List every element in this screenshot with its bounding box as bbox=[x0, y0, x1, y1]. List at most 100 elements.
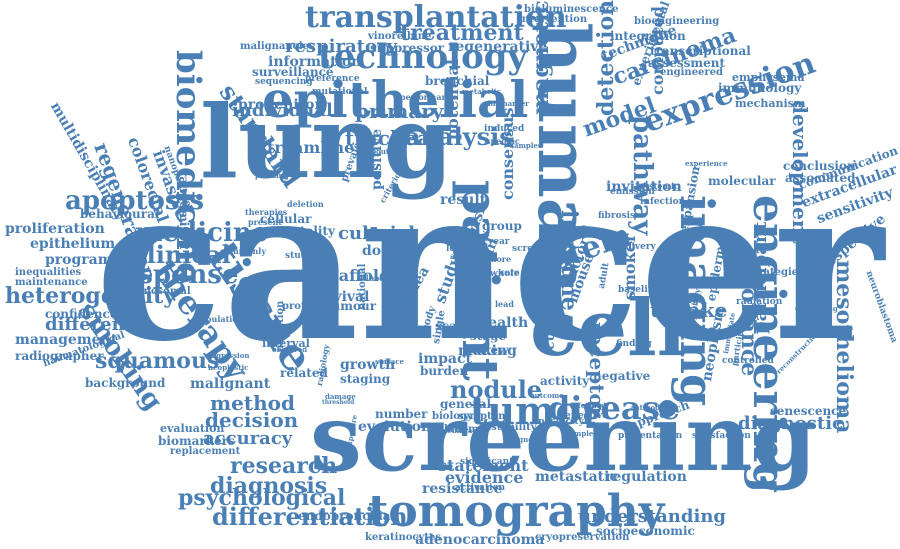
word-protein: protein bbox=[282, 301, 323, 312]
word-response: response bbox=[108, 260, 239, 290]
word-data: data bbox=[463, 319, 493, 333]
word-background: background bbox=[85, 376, 166, 390]
word-conclusion: conclusion bbox=[783, 159, 856, 173]
word-metabolic: metabolic bbox=[462, 87, 501, 96]
word-individual: individual bbox=[232, 100, 333, 121]
word-associated: associated bbox=[785, 171, 856, 185]
word-screen: screen bbox=[512, 244, 546, 254]
word-medicine: medicine bbox=[135, 218, 269, 248]
word-adenocarcinoma: adenocarcinoma bbox=[415, 532, 545, 548]
word-sampling: sampling bbox=[652, 296, 699, 306]
word-year: year bbox=[488, 237, 510, 247]
word-support: support bbox=[290, 266, 325, 276]
word-melanoma: melanoma bbox=[427, 424, 486, 435]
word-information: information bbox=[268, 54, 362, 70]
word-culture: culture bbox=[338, 223, 412, 244]
word-epithelial: epithelial bbox=[262, 70, 529, 129]
word-review: review bbox=[465, 343, 509, 357]
word-lung: lung bbox=[200, 83, 454, 201]
word-biology: biology bbox=[432, 411, 473, 422]
word-emission: emission bbox=[610, 187, 655, 197]
word-emphysema: emphysema bbox=[732, 71, 805, 84]
word-vinorelbine: vinorelbine bbox=[368, 31, 432, 42]
word-therapies: therapies bbox=[245, 207, 288, 217]
word-more: more bbox=[488, 254, 512, 264]
word-streamline: streamline bbox=[258, 138, 355, 157]
word-membrane: membrane bbox=[440, 426, 482, 435]
word-biomarkers: biomarkers bbox=[158, 434, 235, 448]
word-diagnosis: diagnosis bbox=[210, 473, 328, 499]
word-socioeconomic: socioeconomic bbox=[596, 524, 695, 538]
word-dose: dose bbox=[362, 243, 398, 259]
word-scaffold: scaffold bbox=[320, 266, 391, 285]
word-malignant: malignant bbox=[190, 376, 271, 392]
word-evolution: evolution bbox=[358, 419, 432, 435]
word-differentiation: differentiation bbox=[212, 502, 408, 531]
word-present: present bbox=[248, 217, 283, 227]
word-statement: statement bbox=[438, 456, 529, 475]
word-respiratory: respiratory bbox=[285, 36, 397, 57]
word-related: related bbox=[280, 366, 328, 380]
word-general: general bbox=[440, 397, 492, 411]
word-neoplastic: neoplastic bbox=[208, 363, 249, 372]
word-sample: sample bbox=[540, 224, 596, 240]
word-complete: complete bbox=[565, 429, 602, 438]
word-health: health bbox=[478, 315, 529, 331]
word-activity: activity bbox=[540, 374, 590, 388]
word-evaluation: evaluation bbox=[160, 422, 225, 435]
word-epithelium: epithelium bbox=[30, 236, 116, 252]
word-apoptosis: apoptosis bbox=[65, 186, 205, 216]
word-growth: growth bbox=[340, 357, 396, 373]
word-symptom: symptom bbox=[458, 411, 509, 422]
word-making: making bbox=[458, 343, 517, 359]
word-integration: integration bbox=[610, 29, 686, 43]
word-replacement: replacement bbox=[170, 446, 241, 457]
word-programme: programme bbox=[45, 252, 137, 268]
word-accuracy: accuracy bbox=[203, 428, 293, 449]
word-regression: regression bbox=[208, 351, 250, 360]
word-difference: difference bbox=[45, 314, 148, 335]
word-surveillance: surveillance bbox=[252, 65, 334, 79]
word-resistance: resistance bbox=[422, 481, 503, 497]
word-immunology: immunology bbox=[718, 81, 802, 95]
word-suppressor: suppressor bbox=[370, 41, 445, 55]
word-consensus: consensus bbox=[498, 107, 517, 200]
word-national: national bbox=[357, 263, 368, 310]
word-outcome: outcome bbox=[530, 391, 564, 400]
word-presentation: presentation bbox=[618, 431, 683, 441]
word-induced: induced bbox=[484, 124, 525, 134]
word-deletion: deletion bbox=[287, 199, 324, 209]
word-activation: activation bbox=[455, 483, 506, 493]
word-informed: informed bbox=[570, 401, 606, 410]
word-impact: impact bbox=[418, 351, 472, 367]
word-cell: cell bbox=[530, 283, 687, 374]
word-understanding: understanding bbox=[578, 506, 726, 527]
word-approval: approval bbox=[450, 251, 489, 261]
word-strategies: strategies bbox=[748, 267, 804, 278]
word-maintenance: maintenance bbox=[15, 277, 88, 288]
word-radiation: radiation bbox=[736, 297, 783, 307]
word-lobe: lobe bbox=[446, 244, 468, 254]
word-progenitor: progenitor bbox=[238, 97, 322, 113]
word-stage: stage bbox=[470, 329, 507, 343]
word-tomography: tomography bbox=[368, 486, 665, 537]
word-primary: primary bbox=[355, 99, 444, 123]
word-squamous: squamous bbox=[95, 348, 220, 374]
word-commonly: commonly bbox=[220, 246, 266, 256]
word-decision: decision bbox=[205, 408, 299, 432]
word-bronchial: bronchial bbox=[425, 74, 490, 88]
word-assessment: assessment bbox=[648, 56, 726, 70]
word-life: life bbox=[466, 288, 480, 310]
word-intervention: intervention bbox=[518, 14, 588, 25]
word-samples: samples bbox=[510, 141, 542, 150]
word-metastatic: metastatic bbox=[535, 469, 618, 485]
word-number: number bbox=[375, 407, 428, 421]
word-mortality: mortality bbox=[273, 224, 335, 238]
word-method: method bbox=[210, 391, 295, 415]
word-regenerative: regenerative bbox=[448, 39, 548, 55]
word-prognostic: prognostic bbox=[505, 435, 547, 444]
word-specific: specific bbox=[486, 136, 520, 146]
word-population: population bbox=[195, 314, 244, 324]
word-tracheal: tracheal bbox=[345, 126, 438, 150]
word-screening: screening bbox=[310, 384, 817, 492]
